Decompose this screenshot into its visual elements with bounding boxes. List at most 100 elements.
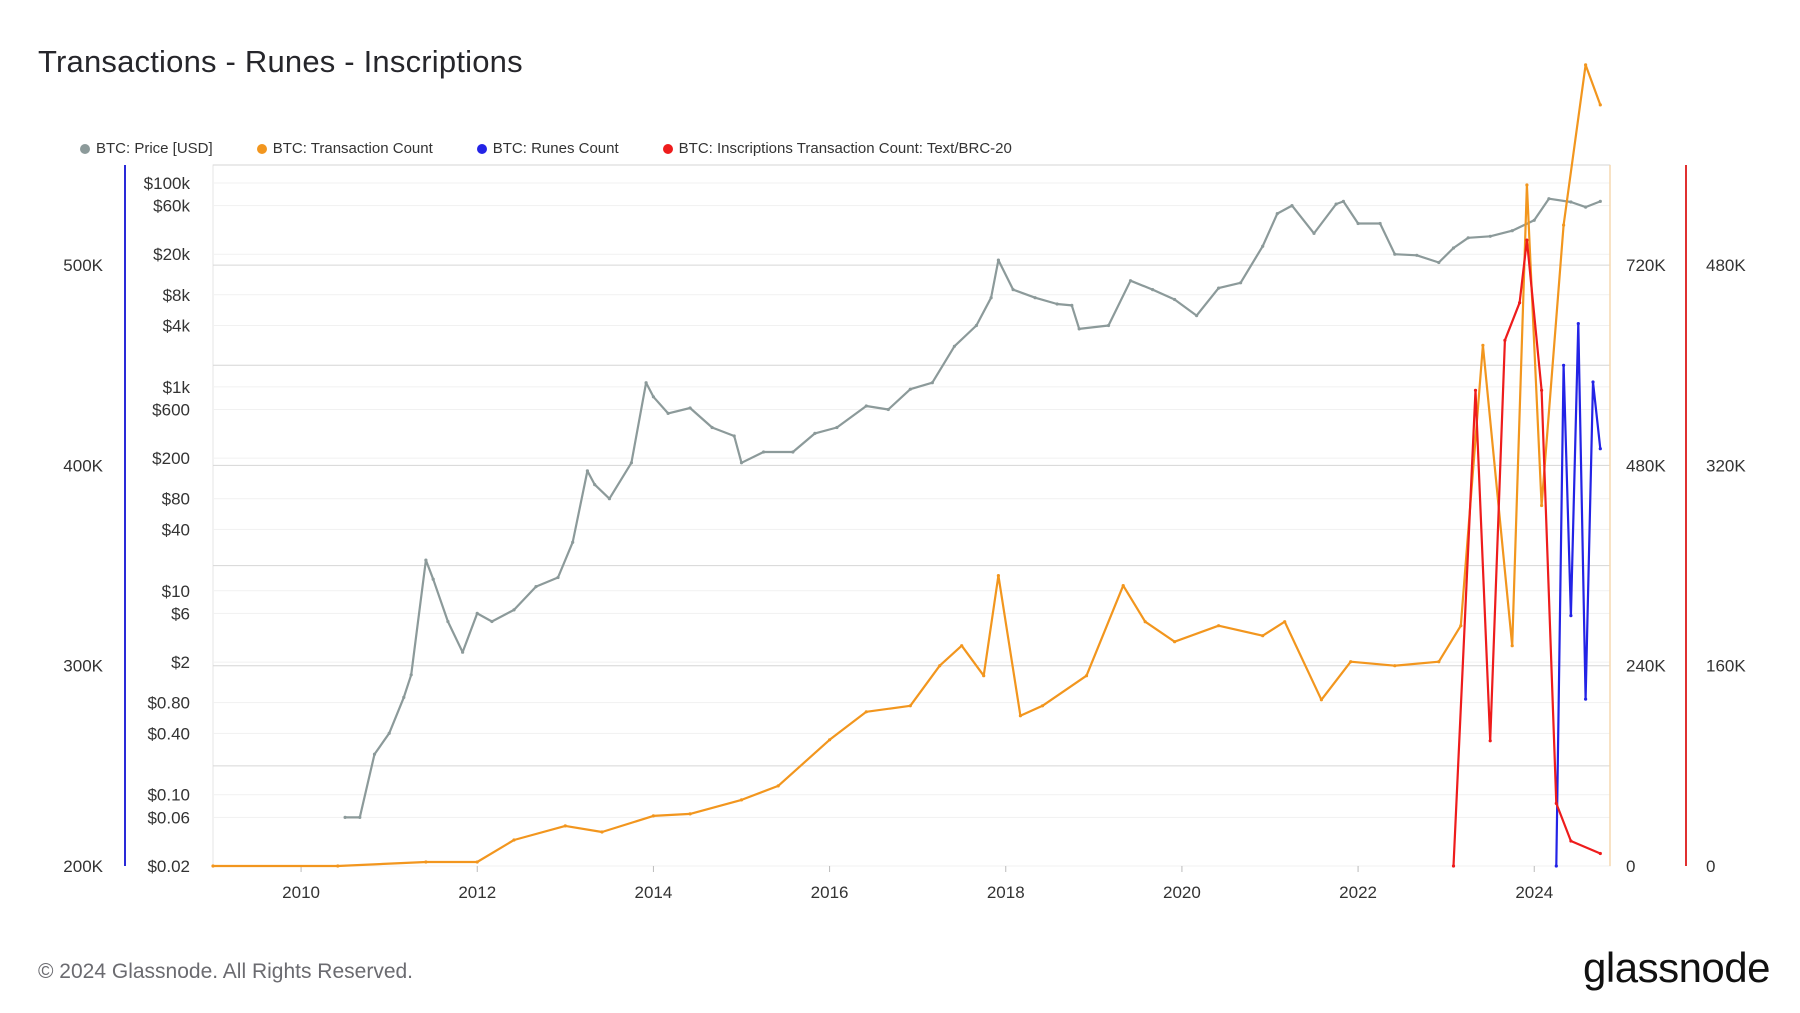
series-point-runes-count bbox=[1554, 864, 1558, 868]
series-point-price bbox=[1415, 253, 1419, 257]
x-axis-tick: 2012 bbox=[458, 883, 496, 902]
series-point-price bbox=[908, 387, 912, 391]
series-point-transaction-count bbox=[1261, 634, 1265, 638]
series-point-runes-count bbox=[1576, 322, 1580, 326]
series-point-price bbox=[1488, 234, 1492, 238]
series-point-transaction-count bbox=[1143, 620, 1147, 624]
series-point-price bbox=[475, 611, 479, 616]
legend-item-price[interactable]: BTC: Price [USD] bbox=[80, 140, 213, 157]
series-point-price bbox=[1569, 200, 1573, 204]
price-axis-tick: $60k bbox=[153, 197, 190, 216]
price-axis-tick: $0.80 bbox=[147, 694, 190, 713]
legend-item-runes-count[interactable]: BTC: Runes Count bbox=[476, 140, 619, 157]
series-point-price bbox=[1128, 279, 1133, 283]
series-point-transaction-count bbox=[1084, 674, 1089, 678]
series-point-transaction-count bbox=[688, 812, 692, 816]
series-point-transaction-count bbox=[1018, 714, 1023, 718]
series-point-price bbox=[644, 381, 648, 385]
legend-dot-runes-count bbox=[476, 143, 487, 154]
legend-item-inscriptions[interactable]: BTC: Inscriptions Transaction Count: Tex… bbox=[662, 140, 1012, 157]
series-point-runes-count bbox=[1598, 447, 1602, 451]
series-point-inscriptions bbox=[1569, 839, 1573, 843]
series-point-transaction-count bbox=[996, 574, 1001, 578]
x-axis-tick: 2018 bbox=[987, 883, 1025, 902]
series-point-runes-count bbox=[1584, 697, 1588, 701]
series-point-transaction-count bbox=[1437, 660, 1441, 664]
series-point-price bbox=[1151, 288, 1155, 292]
series-point-price bbox=[1598, 199, 1602, 203]
series-point-price bbox=[1239, 281, 1243, 285]
series-point-price bbox=[1290, 204, 1294, 208]
series-point-price bbox=[534, 585, 538, 589]
x-axis-tick: 2010 bbox=[282, 883, 320, 902]
series-point-price bbox=[1437, 260, 1441, 265]
series-point-inscriptions bbox=[1554, 801, 1558, 806]
series-point-price bbox=[813, 431, 817, 435]
legend-label-inscriptions: BTC: Inscriptions Transaction Count: Tex… bbox=[678, 140, 1012, 157]
copyright-footer: © 2024 Glassnode. All Rights Reserved. bbox=[38, 960, 414, 983]
series-point-price bbox=[1077, 327, 1081, 331]
series-point-price bbox=[571, 540, 575, 544]
series-point-price bbox=[666, 411, 670, 415]
series-point-price bbox=[739, 461, 744, 465]
inscriptions-axis-tick: 0 bbox=[1706, 857, 1715, 876]
legend-label-transaction-count: BTC: Transaction Count bbox=[272, 140, 433, 157]
series-point-transaction-count bbox=[475, 860, 479, 864]
series-point-price bbox=[1033, 296, 1037, 300]
series-point-price bbox=[688, 406, 692, 410]
series-point-price bbox=[1334, 202, 1338, 206]
series-point-price bbox=[1466, 236, 1470, 240]
series-point-price bbox=[358, 815, 362, 820]
x-axis-tick: 2024 bbox=[1515, 883, 1553, 902]
series-point-price bbox=[607, 497, 612, 501]
series-point-transaction-count bbox=[739, 798, 744, 802]
runes-axis-tick: 240K bbox=[1626, 657, 1666, 676]
legend-dot-transaction-count bbox=[256, 143, 267, 154]
series-point-price bbox=[1011, 288, 1015, 292]
series-point-transaction-count bbox=[1584, 63, 1588, 67]
legend-item-transaction-count[interactable]: BTC: Transaction Count bbox=[256, 140, 433, 157]
series-point-price bbox=[1584, 205, 1588, 209]
series-point-price bbox=[556, 575, 560, 580]
price-axis-tick: $0.10 bbox=[147, 786, 190, 805]
price-axis-tick: $0.06 bbox=[147, 808, 190, 827]
series-point-price bbox=[409, 673, 413, 677]
runes-axis-tick: 480K bbox=[1626, 456, 1666, 475]
price-axis-tick: $10 bbox=[162, 582, 190, 601]
series-point-transaction-count bbox=[1525, 183, 1529, 187]
x-axis-tick: 2020 bbox=[1163, 883, 1201, 902]
series-point-price bbox=[402, 695, 406, 700]
series-point-transaction-count bbox=[1121, 584, 1125, 588]
price-axis-tick: $20k bbox=[153, 245, 190, 264]
series-point-transaction-count bbox=[1393, 664, 1397, 668]
series-point-price bbox=[651, 395, 656, 399]
series-point-price bbox=[1070, 303, 1074, 307]
series-point-price bbox=[1275, 212, 1279, 216]
series-point-transaction-count bbox=[211, 864, 215, 868]
series-point-inscriptions bbox=[1518, 301, 1522, 305]
series-point-inscriptions bbox=[1525, 238, 1529, 242]
series-point-price bbox=[1451, 246, 1456, 250]
legend-label-price: BTC: Price [USD] bbox=[96, 140, 213, 157]
series-point-price bbox=[1261, 244, 1265, 248]
series-point-transaction-count bbox=[336, 864, 340, 868]
series-point-transaction-count bbox=[982, 674, 986, 678]
left-axis-tick: 200K bbox=[63, 857, 103, 876]
series-point-transaction-count bbox=[1540, 503, 1544, 508]
series-point-price bbox=[1173, 297, 1177, 302]
series-point-price bbox=[952, 344, 957, 348]
series-point-price bbox=[1532, 218, 1536, 222]
series-point-transaction-count bbox=[1510, 644, 1514, 648]
series-point-price bbox=[710, 425, 714, 430]
series-point-transaction-count bbox=[1040, 704, 1045, 708]
legend-dot-price bbox=[80, 143, 90, 154]
series-point-transaction-count bbox=[938, 664, 942, 668]
series-point-price bbox=[446, 619, 450, 624]
series-point-transaction-count bbox=[828, 738, 832, 742]
series-line-price bbox=[345, 197, 1601, 819]
series-point-price bbox=[593, 483, 597, 487]
series-point-transaction-count bbox=[864, 710, 868, 714]
series-point-price bbox=[1547, 197, 1551, 201]
series-point-price bbox=[1055, 302, 1059, 306]
